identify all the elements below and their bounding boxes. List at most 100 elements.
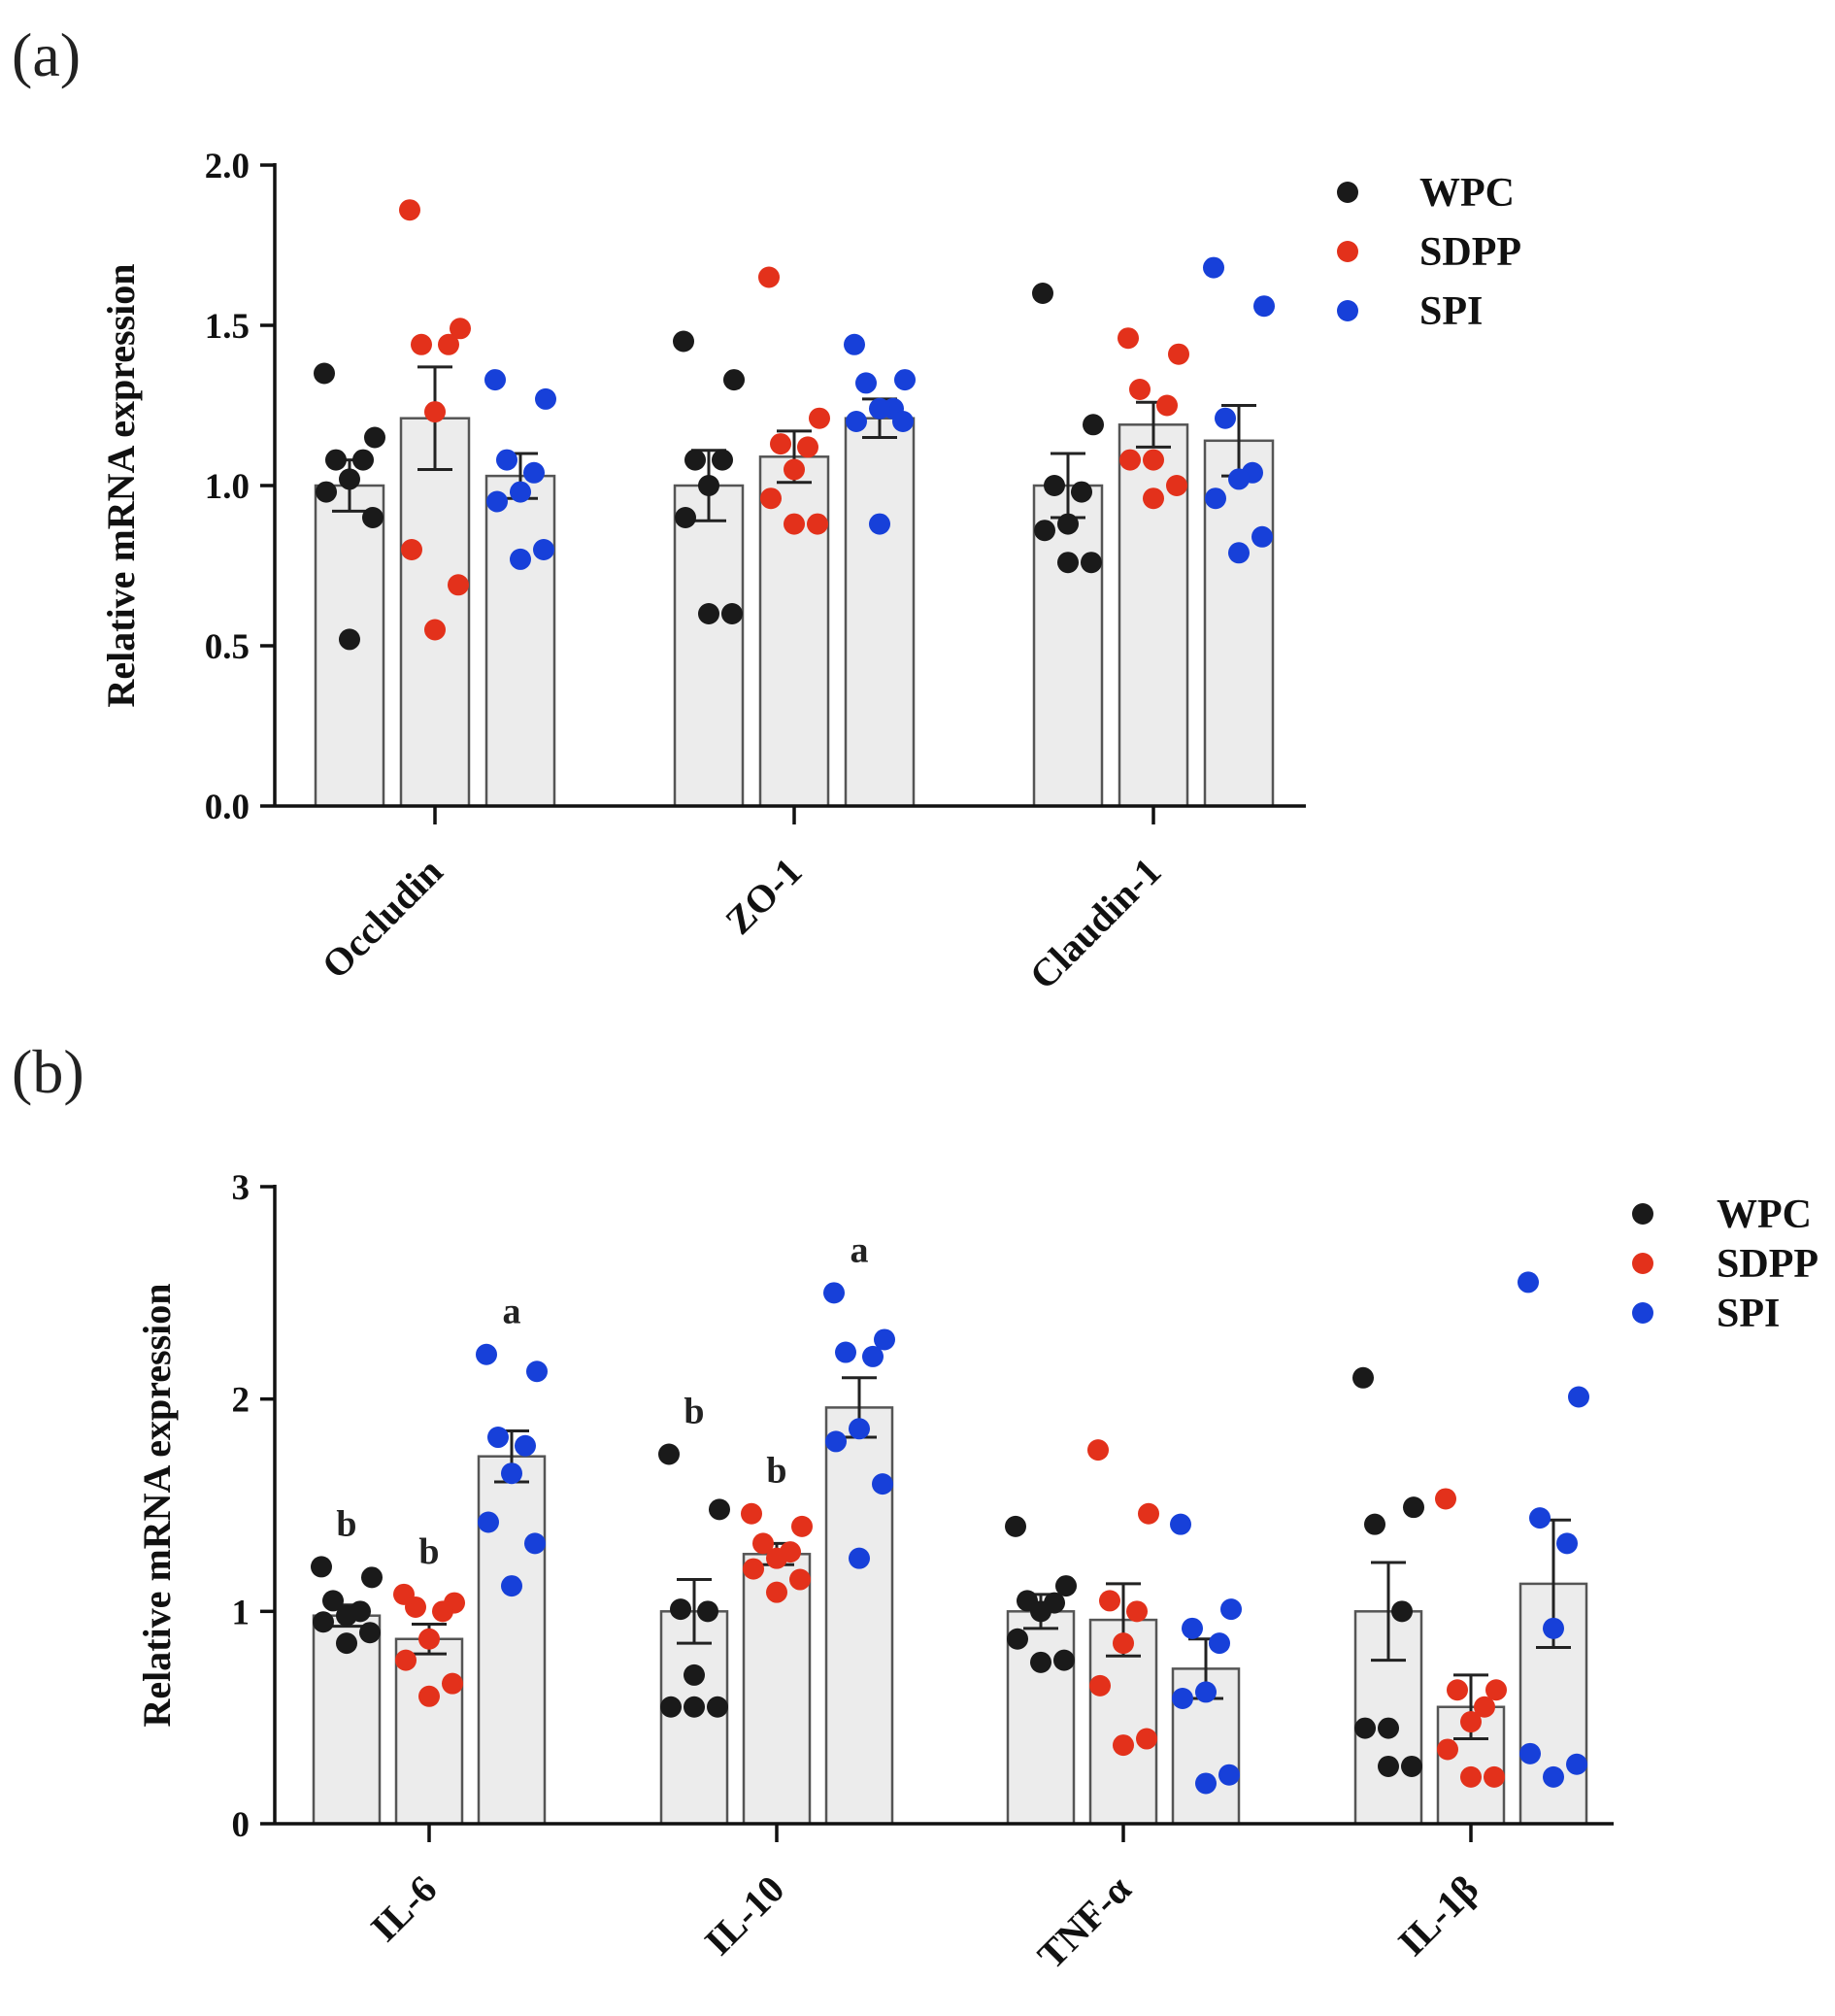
data-point-sdpp (395, 1649, 417, 1671)
data-point-spi (869, 397, 890, 420)
data-point-sdpp (1460, 1711, 1482, 1733)
data-point-spi (1556, 1532, 1578, 1555)
data-point-spi (849, 1547, 870, 1569)
data-point-sdpp (1485, 1679, 1507, 1701)
data-point-sdpp (791, 1515, 813, 1537)
data-point-wpc (698, 603, 719, 624)
data-point-spi (872, 1473, 893, 1495)
x-category-label: Occludin (314, 850, 451, 988)
data-point-spi (524, 1532, 546, 1555)
x-category-label: IL-10 (696, 1867, 792, 1964)
data-point-spi (478, 1511, 499, 1533)
y-tick-label: 0.5 (205, 627, 250, 667)
bar-spi-1 (844, 417, 916, 808)
y-tick-label: 0 (232, 1805, 250, 1845)
data-point-wpc (684, 449, 706, 471)
data-point-spi (1529, 1507, 1551, 1529)
data-point-sdpp (1118, 327, 1139, 350)
data-point-sdpp (752, 1532, 774, 1555)
data-point-sdpp (424, 401, 446, 423)
data-point-spi (862, 1345, 884, 1367)
data-point-spi (1218, 1764, 1240, 1786)
legend-label: SPI (1717, 1292, 1780, 1336)
data-point-sdpp (1087, 1439, 1109, 1462)
data-point-spi (533, 539, 554, 560)
data-point-spi (484, 369, 506, 391)
data-point-wpc (1391, 1600, 1413, 1623)
data-point-wpc (712, 449, 733, 471)
data-point-sdpp (1460, 1765, 1482, 1788)
data-point-sdpp (741, 1502, 762, 1525)
data-point-wpc (313, 1611, 334, 1633)
data-point-sdpp (1138, 1502, 1159, 1525)
data-point-wpc (1081, 552, 1102, 574)
data-point-sdpp (1474, 1696, 1495, 1718)
data-point-sdpp (424, 619, 446, 641)
data-point-sdpp (743, 1558, 764, 1580)
data-point-sdpp (1447, 1679, 1468, 1701)
data-point-sdpp (1168, 343, 1189, 365)
data-point-spi (501, 1575, 522, 1597)
bar-spi-0 (484, 474, 556, 808)
data-point-sdpp (438, 333, 459, 355)
data-point-wpc (684, 1696, 705, 1718)
data-point-sdpp (784, 458, 805, 481)
data-point-spi (825, 1430, 847, 1453)
data-point-wpc (336, 1604, 357, 1627)
data-point-wpc (1030, 1651, 1051, 1673)
data-point-wpc (316, 481, 337, 503)
data-point-sdpp (760, 487, 782, 510)
data-point-sdpp (1129, 379, 1151, 400)
data-point-sdpp (1136, 1728, 1157, 1750)
data-point-sdpp (432, 1600, 453, 1623)
legend-marker-sdpp (1632, 1253, 1653, 1274)
data-point-wpc (697, 1600, 718, 1623)
data-point-wpc (673, 330, 694, 353)
data-point-wpc (339, 468, 360, 490)
data-point-wpc (723, 369, 745, 391)
bar-spi-1 (824, 1406, 894, 1826)
data-point-sdpp (399, 199, 420, 221)
data-point-spi (1215, 407, 1236, 429)
data-point-wpc (336, 1632, 357, 1655)
data-point-spi (1209, 1632, 1230, 1655)
data-point-wpc (1354, 1717, 1376, 1739)
bar-sdpp-0 (399, 417, 471, 808)
data-point-wpc (1071, 481, 1092, 503)
data-point-spi (849, 1418, 870, 1440)
data-point-spi (476, 1343, 497, 1365)
data-point-sdpp (766, 1581, 787, 1603)
data-point-sdpp (1143, 449, 1164, 471)
data-point-spi (515, 1434, 536, 1457)
data-point-wpc (1005, 1515, 1026, 1537)
data-point-sdpp (418, 1685, 440, 1707)
data-point-spi (1203, 256, 1224, 279)
legend-marker-sdpp (1337, 241, 1358, 262)
data-point-sdpp (450, 318, 471, 340)
data-point-spi (487, 1427, 509, 1449)
y-tick-label: 2.0 (205, 147, 250, 186)
significance-letter: b (336, 1503, 356, 1544)
data-point-sdpp (758, 266, 780, 288)
data-point-sdpp (1435, 1488, 1456, 1510)
data-point-wpc (362, 507, 384, 528)
data-point-wpc (1044, 475, 1065, 496)
data-point-sdpp (1119, 449, 1141, 471)
significance-letter: a (503, 1292, 521, 1332)
data-point-wpc (1401, 1755, 1422, 1777)
data-point-sdpp (411, 333, 432, 355)
x-category-label: ZO-1 (717, 850, 810, 943)
data-point-wpc (1057, 552, 1079, 574)
data-point-spi (892, 411, 914, 432)
data-point-spi (855, 372, 877, 394)
bar-wpc-1 (673, 484, 745, 808)
data-point-spi (1172, 1687, 1193, 1709)
data-point-wpc (1032, 283, 1053, 304)
data-point-wpc (322, 1590, 344, 1612)
data-point-wpc (698, 475, 719, 496)
data-point-wpc (1378, 1717, 1399, 1739)
data-point-spi (510, 548, 531, 570)
x-category-label: IL-1β (1389, 1867, 1486, 1965)
y-tick-label: 3 (232, 1168, 250, 1208)
